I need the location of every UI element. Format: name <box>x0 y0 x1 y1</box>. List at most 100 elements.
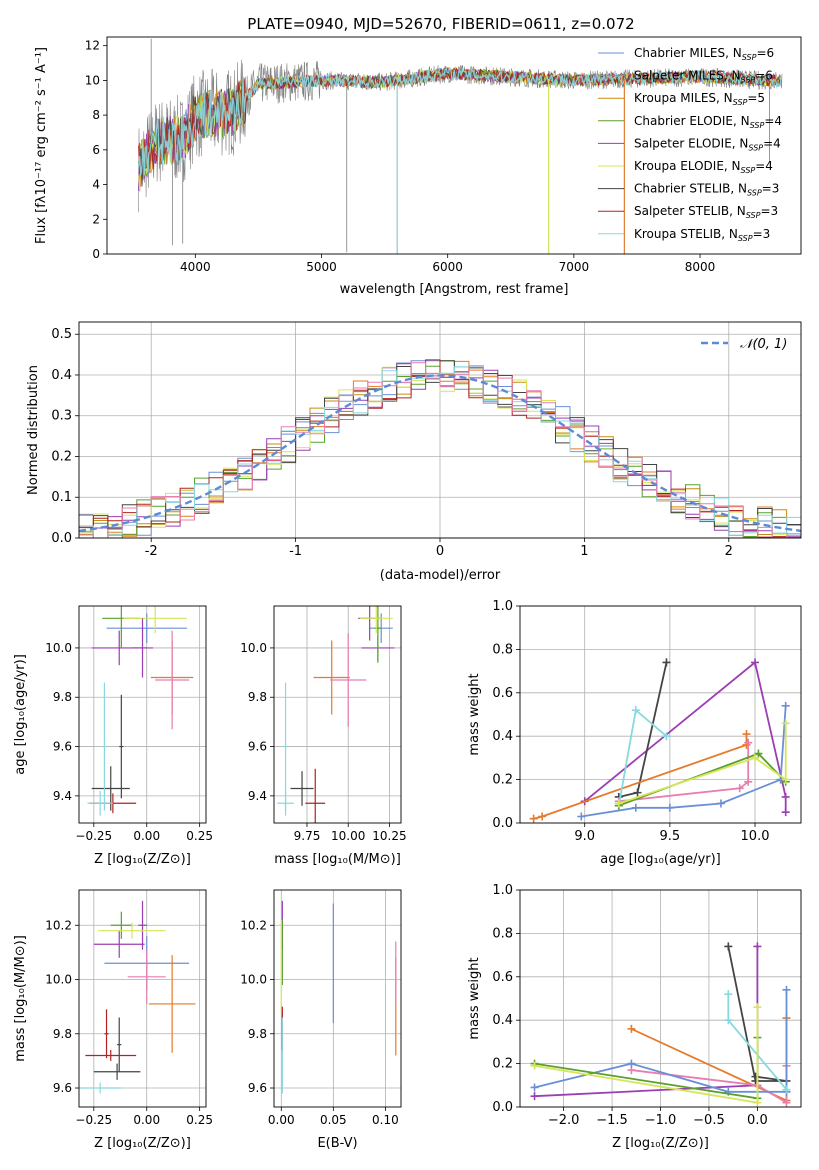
errorbar-point <box>313 640 350 715</box>
weight-point-marker <box>614 799 623 808</box>
weight-series-line <box>534 1007 759 1104</box>
y-axis-label: mass [log₁₀(M/M⊙)] <box>13 935 28 1062</box>
weight-point-marker <box>751 658 760 667</box>
weight-point-marker <box>753 1098 762 1107</box>
errorbar-point <box>110 911 132 939</box>
weight-point-marker <box>782 1098 791 1107</box>
y-tick-label: 9.8 <box>248 1027 267 1041</box>
y-tick-label: 0.6 <box>492 686 513 701</box>
x-tick-label: 0.25 <box>186 1113 213 1127</box>
legend-label: Chabrier ELODIE, NSSP=4 <box>634 114 782 130</box>
y-axis-label: age [log₁₀(age/yr)] <box>13 654 28 775</box>
errorbar-point <box>155 630 190 730</box>
model-fit-line <box>137 66 782 176</box>
weight-point-marker <box>782 1085 791 1094</box>
errorbar-point <box>102 682 107 811</box>
y-tick-label: 9.8 <box>248 690 267 704</box>
y-tick-label: 0.4 <box>492 1013 513 1028</box>
x-tick-label: −2.0 <box>548 1113 580 1128</box>
y-tick-label: 1.0 <box>492 883 513 898</box>
weight-point-marker <box>781 719 790 728</box>
x-tick-label: −0.5 <box>693 1113 725 1128</box>
weight-point-marker <box>716 799 725 808</box>
mass-vs-ebv-panel: 0.00 0.05 0.10 9.6 9.8 10.0 10.2 E(B-V) <box>240 889 402 1151</box>
x-tick-label: 10.00 <box>331 829 365 843</box>
weight-point-marker <box>724 990 733 999</box>
axes-frame <box>78 321 802 539</box>
y-tick-label: 10.0 <box>240 973 267 987</box>
y-tick-label: 0.3 <box>51 409 72 424</box>
axes-frame <box>273 889 402 1108</box>
weight-point-marker <box>665 803 674 812</box>
weight-point-marker <box>754 749 763 758</box>
errorbar-point <box>127 949 166 1004</box>
weight-point-marker <box>724 1016 733 1025</box>
y-tick-label: 0.8 <box>492 642 513 657</box>
weight_vs_age-plot-area <box>529 658 790 823</box>
x-tick-label: 10.0 <box>741 829 770 844</box>
y-tick-label: 9.8 <box>53 1027 72 1041</box>
errorbar-point <box>305 768 326 823</box>
y-tick-label: 0.4 <box>51 368 72 383</box>
y-tick-label: 10.2 <box>240 918 267 932</box>
y-tick-label: 9.6 <box>53 740 72 754</box>
errorbar-point <box>119 694 124 799</box>
x-tick-label: 7000 <box>559 260 590 274</box>
weight-point-marker <box>627 1024 636 1033</box>
x-tick-label: -2 <box>145 544 158 559</box>
y-tick-label: 9.6 <box>248 1081 267 1095</box>
x-axis-label: (data-model)/error <box>380 568 501 583</box>
spectrum-plot-area <box>137 38 783 254</box>
x-tick-label: 0 <box>436 544 444 559</box>
axes-frame <box>519 889 802 1108</box>
y-axis-label: Flux [fλ10⁻¹⁷ erg cm⁻² s⁻¹ A⁻¹] <box>34 47 49 244</box>
weight-point-marker <box>744 738 753 747</box>
errorbar-point <box>148 955 196 1053</box>
y-tick-label: 9.4 <box>53 789 72 803</box>
weight-point-marker <box>742 730 751 739</box>
weight-point-marker <box>662 732 671 741</box>
x-tick-label: 10.25 <box>372 829 406 843</box>
normal-distribution-curve <box>79 374 801 533</box>
x-axis-label: mass [log₁₀(M/M⊙)] <box>274 852 401 867</box>
weight-point-marker <box>577 812 586 821</box>
y-tick-label: 9.4 <box>248 789 267 803</box>
x-tick-label: 0.05 <box>320 1113 347 1127</box>
y-tick-label: 10.0 <box>45 973 72 987</box>
age_vs_Z-plot-area <box>87 606 194 816</box>
errorbar-point <box>290 771 314 806</box>
weight-point-marker <box>753 942 762 951</box>
errorbar-point <box>117 1017 122 1072</box>
errorbar-point <box>138 900 147 950</box>
weight-vs-age-panel: 9.0 9.5 10.0 0.0 0.2 0.4 0.6 0.8 1.0 age [log₁₀(a… <box>467 599 802 867</box>
weight-point-marker <box>735 784 744 793</box>
x-axis-label: wavelength [Angstrom, rest frame] <box>340 282 569 297</box>
x-axis-label: Z [log₁₀(Z/Z⊙)] <box>94 852 191 867</box>
y-tick-label: 0.6 <box>492 970 513 985</box>
x-tick-label: 5000 <box>306 260 337 274</box>
x-tick-label: −0.25 <box>75 1113 112 1127</box>
x-tick-label: 0.10 <box>372 1113 399 1127</box>
weight-series-line <box>618 742 750 803</box>
errorbar-point <box>104 1009 109 1059</box>
y-tick-label: 0.0 <box>492 1100 513 1115</box>
weight-point-marker <box>631 803 640 812</box>
legend-label: 𝒩(0, 1) <box>740 337 787 352</box>
y-tick-label: 0.2 <box>51 449 72 464</box>
weight-point-marker <box>662 658 671 667</box>
errorbar-point <box>93 1063 141 1080</box>
weight-point-marker <box>781 792 790 801</box>
y-tick-label: 10.0 <box>45 641 72 655</box>
errorbar-point <box>330 633 367 727</box>
mass_vs_Z-plot-area <box>79 900 196 1094</box>
age_vs_mass-plot-area <box>277 606 395 823</box>
weight-series-line <box>534 946 759 1098</box>
y-tick-label: 10.0 <box>240 641 267 655</box>
y-tick-label: 2 <box>92 212 100 226</box>
legend-label: Kroupa MILES, NSSP=5 <box>634 91 765 107</box>
errorbar-point <box>98 922 166 939</box>
weight-point-marker <box>781 775 790 784</box>
y-tick-label: 12 <box>85 39 100 53</box>
errorbar-point <box>79 1082 122 1094</box>
